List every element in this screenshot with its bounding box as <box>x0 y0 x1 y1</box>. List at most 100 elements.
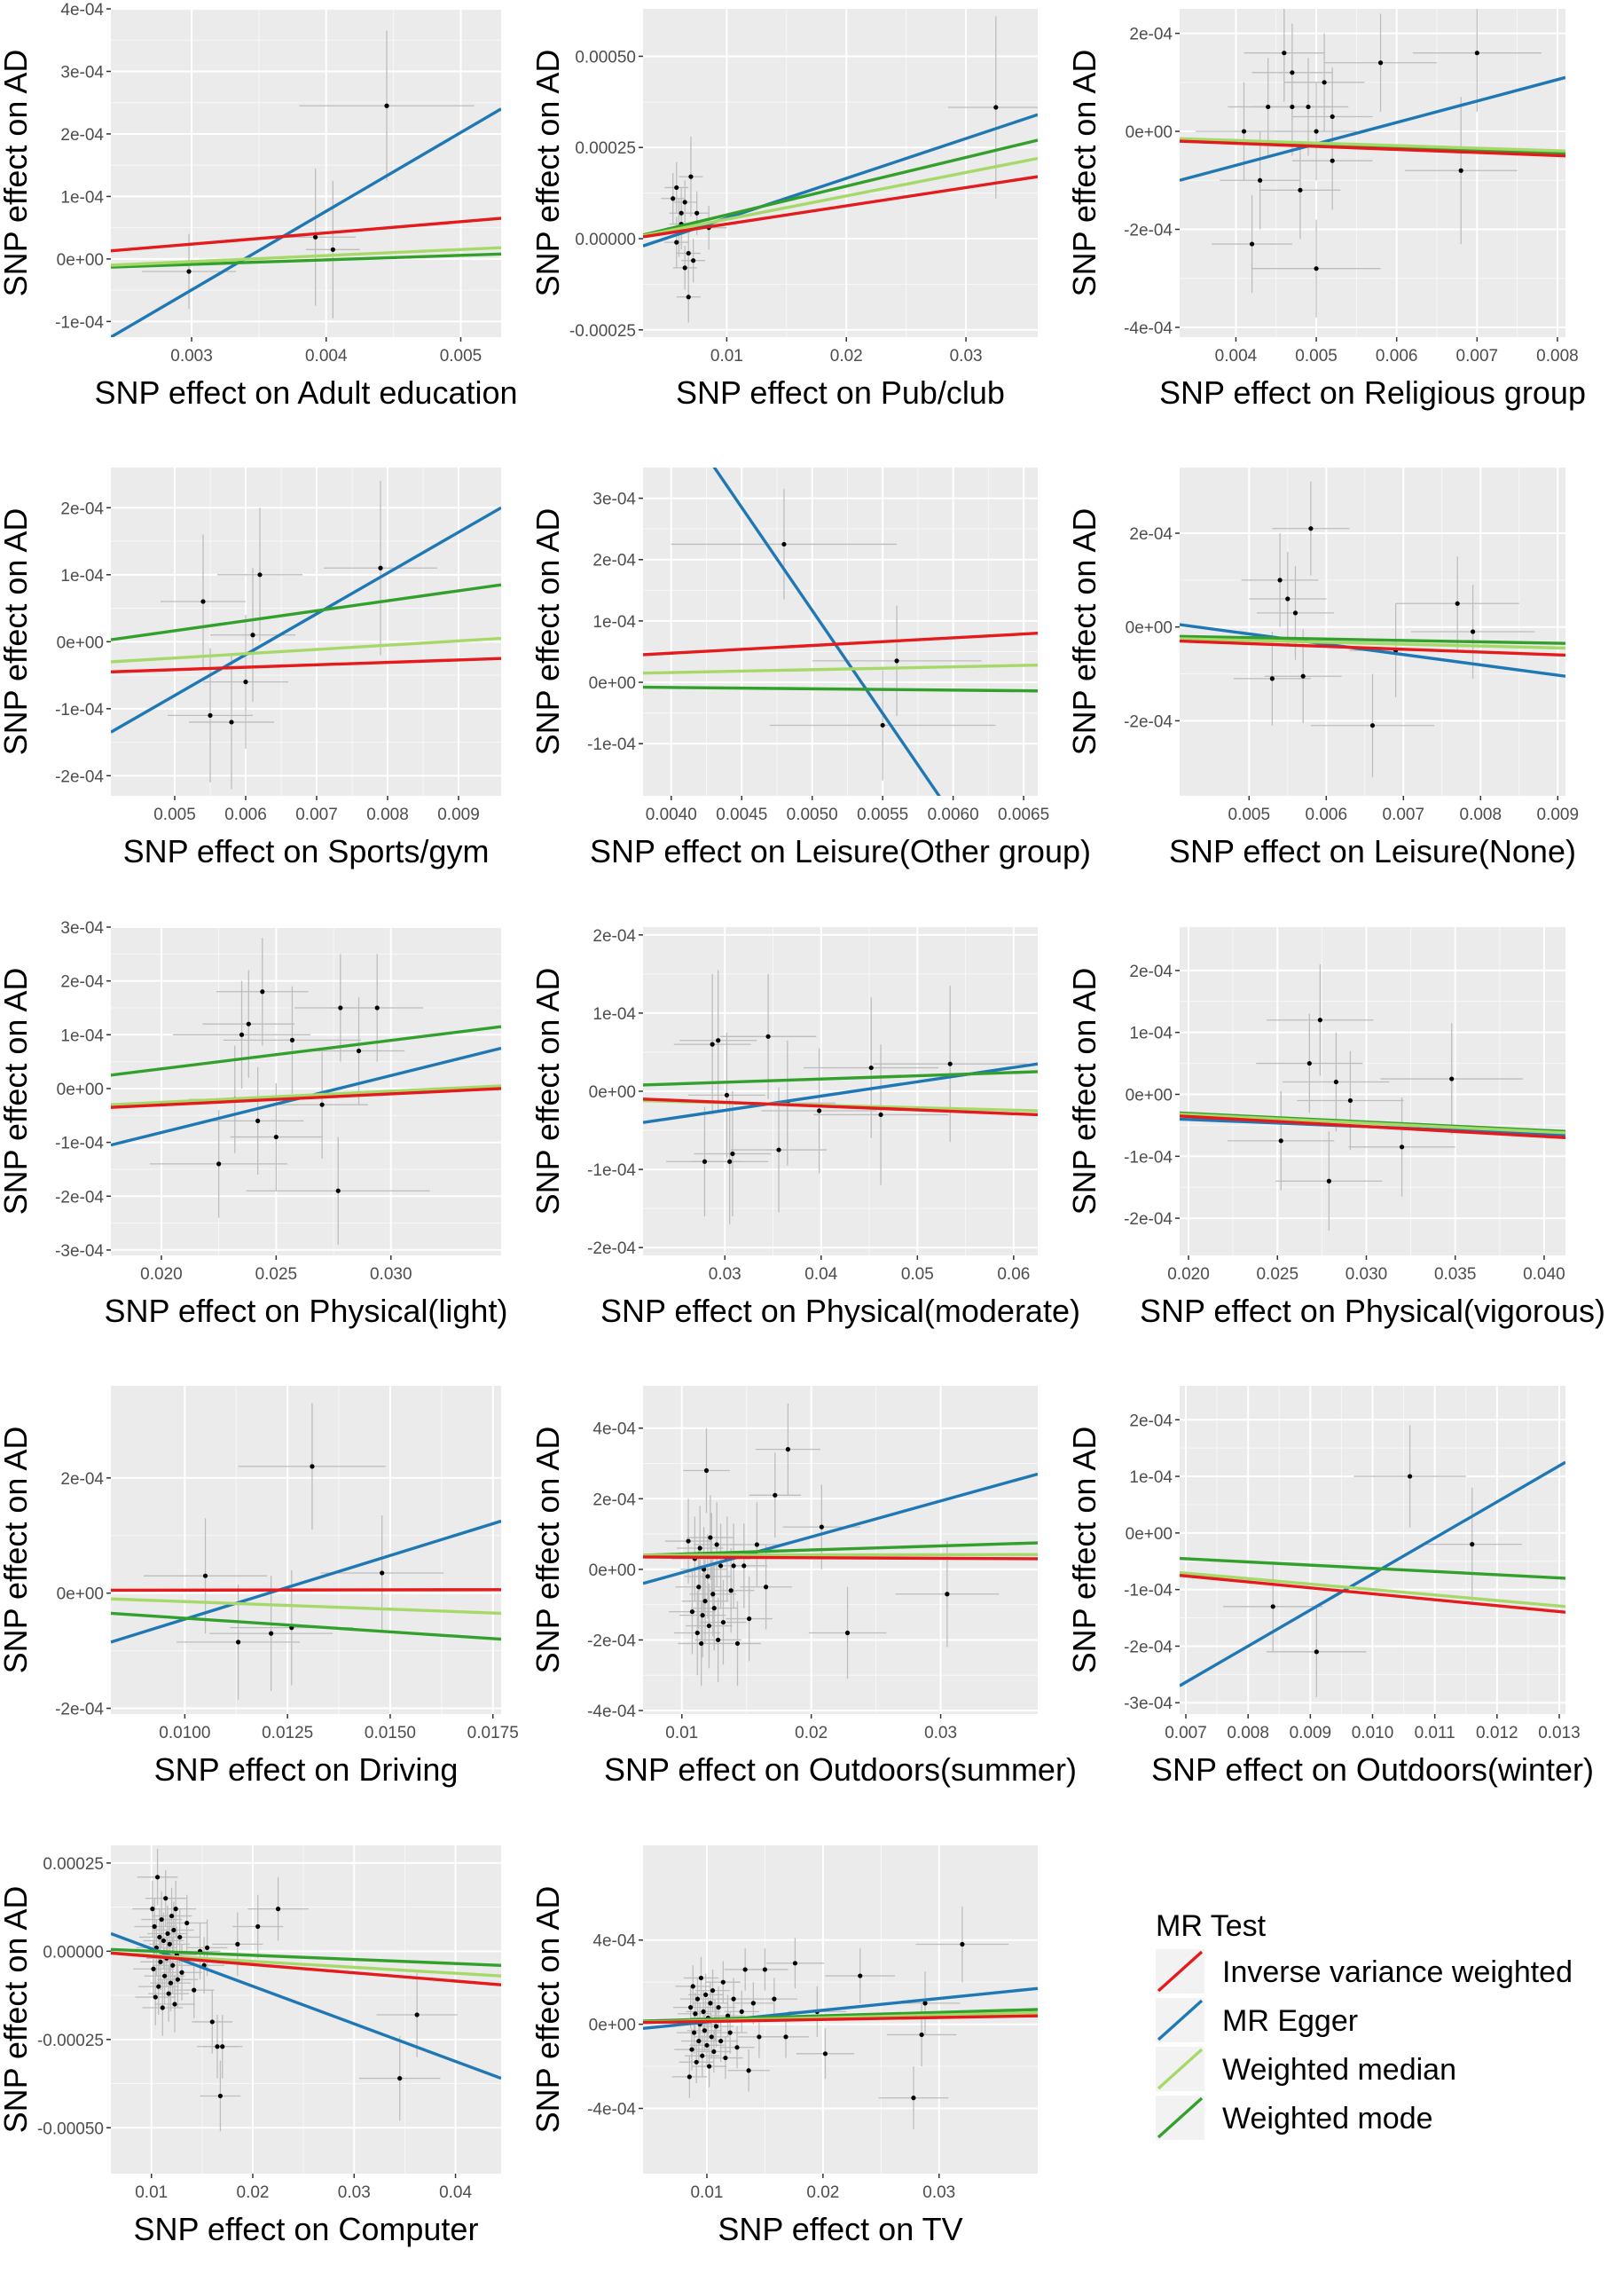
snp-point <box>945 1592 950 1597</box>
x-tick-label: 0.008 <box>366 806 409 824</box>
y-tick-label: -2e-04 <box>1124 1638 1173 1656</box>
legend-key-line <box>1157 1999 1204 2041</box>
y-tick-label: 0e+00 <box>57 633 104 652</box>
regression-line-wmode <box>111 252 501 269</box>
snp-point <box>868 1065 874 1071</box>
y-axis-label: SNP effect on AD <box>1066 968 1102 1215</box>
y-tick-label: 2e-04 <box>1129 525 1173 544</box>
snp-point <box>215 2044 220 2049</box>
snp-point <box>781 541 787 547</box>
snp-point <box>1292 610 1298 616</box>
x-tick-label: 0.0055 <box>857 806 908 824</box>
x-axis-label: SNP effect on Pub/club <box>676 374 1005 411</box>
y-axis-label: SNP effect on AD <box>1066 1427 1102 1674</box>
snp-point <box>700 1613 705 1618</box>
x-tick-label: 0.0150 <box>365 1724 416 1742</box>
regression-line-egger <box>1180 1460 1565 1687</box>
regression-line-egger <box>111 107 501 337</box>
panel-religious-group: 0.004 0.005 0.006 0.007 0.008 -4e-04 -2e-04 0e+… <box>1066 9 1586 411</box>
snp-point <box>1300 673 1306 679</box>
snp-point <box>716 1038 721 1043</box>
y-tick-label: 0e+00 <box>1126 1086 1173 1105</box>
panel-adult-education: 0.003 0.004 0.005 -1e-04 0e+00 1e-04 2e-04 3e-0… <box>0 1 518 411</box>
x-tick-label: 0.009 <box>1290 1724 1332 1742</box>
legend-label: MR Egger <box>1222 2004 1358 2038</box>
snp-point <box>713 2024 719 2029</box>
snp-point <box>765 1034 771 1039</box>
snp-point <box>255 1923 261 1930</box>
y-tick-label: -1e-04 <box>587 1161 636 1180</box>
snp-point <box>691 258 696 263</box>
snp-point <box>682 200 687 205</box>
legend-label: Weighted mode <box>1222 2102 1433 2135</box>
regression-line-wmedian <box>111 1084 501 1106</box>
snp-point <box>275 1907 281 1912</box>
regression-line-egger <box>643 1472 1038 1585</box>
y-tick-label: 0.00050 <box>575 48 636 67</box>
snp-point <box>700 2053 705 2058</box>
snp-point <box>694 210 700 216</box>
snp-point <box>378 565 383 570</box>
y-axis-label: SNP effect on AD <box>1066 50 1102 297</box>
x-tick-label: 0.0060 <box>928 806 979 824</box>
x-axis-label: SNP effect on Outdoors(summer) <box>604 1751 1077 1788</box>
x-tick-label: 0.03 <box>922 2183 955 2202</box>
snp-point <box>710 1592 716 1597</box>
snp-point <box>170 1962 176 1968</box>
snp-point <box>728 1588 734 1593</box>
snp-point <box>161 1938 167 1944</box>
y-axis-label: SNP effect on AD <box>530 50 566 297</box>
snp-point <box>720 1979 726 1985</box>
snp-point <box>720 1619 726 1625</box>
snp-point <box>1471 629 1476 634</box>
regression-line-ivw <box>643 632 1038 657</box>
snp-point <box>776 1147 781 1152</box>
legend-key-line <box>1157 2096 1204 2139</box>
snp-point <box>1278 1138 1283 1144</box>
x-axis-label: SNP effect on Sports/gym <box>123 833 490 869</box>
regression-line-egger <box>1180 75 1565 182</box>
y-tick-label: 3e-04 <box>60 919 104 938</box>
snp-point <box>716 1637 721 1643</box>
x-tick-label: 0.01 <box>710 347 743 366</box>
snp-point <box>1306 1060 1312 1066</box>
y-tick-label: 0.00000 <box>575 231 636 249</box>
x-tick-label: 0.04 <box>804 1265 837 1284</box>
snp-point <box>1458 168 1463 173</box>
x-tick-label: 0.01 <box>135 2183 168 2202</box>
y-tick-label: -1e-04 <box>1124 1582 1173 1601</box>
y-axis-label: SNP effect on AD <box>530 508 566 756</box>
snp-point <box>911 2096 916 2101</box>
regression-line-wmedian <box>643 663 1038 675</box>
x-axis-label: SNP effect on Computer <box>134 2211 479 2247</box>
x-tick-label: 0.03 <box>709 1265 741 1284</box>
regression-line-wmedian <box>111 1597 501 1616</box>
snp-point <box>1270 1604 1275 1609</box>
y-tick-label: 1e-04 <box>592 1005 636 1024</box>
snp-point <box>177 1934 183 1940</box>
y-tick-label: -0.00050 <box>37 2120 104 2138</box>
y-tick-label: 2e-04 <box>60 126 104 145</box>
snp-point <box>731 1996 736 2002</box>
snp-point <box>880 722 885 728</box>
snp-point <box>257 572 263 578</box>
x-tick-label: 0.01 <box>665 1724 698 1742</box>
snp-point <box>731 1563 736 1569</box>
snp-point <box>1455 601 1460 606</box>
y-tick-label: -0.00025 <box>569 322 636 341</box>
x-tick-label: 0.009 <box>1537 806 1580 824</box>
snp-point <box>338 1005 343 1011</box>
y-axis-label: SNP effect on AD <box>0 508 34 756</box>
snp-point <box>356 1048 362 1054</box>
y-tick-label: 4e-04 <box>592 1420 636 1439</box>
snp-point <box>1290 70 1295 75</box>
y-tick-label: 0e+00 <box>57 1081 104 1099</box>
snp-point <box>702 2028 707 2033</box>
snp-point <box>844 1630 851 1636</box>
x-tick-label: 0.005 <box>1295 347 1338 366</box>
y-tick-label: 2e-04 <box>60 499 104 518</box>
snp-point <box>819 1524 824 1530</box>
panel-computer: 0.01 0.02 0.03 0.04 -0.00050 -0.00025 0.00000 0… <box>0 1845 501 2247</box>
snp-point <box>1285 596 1291 602</box>
y-tick-label: 2e-04 <box>1129 963 1173 981</box>
